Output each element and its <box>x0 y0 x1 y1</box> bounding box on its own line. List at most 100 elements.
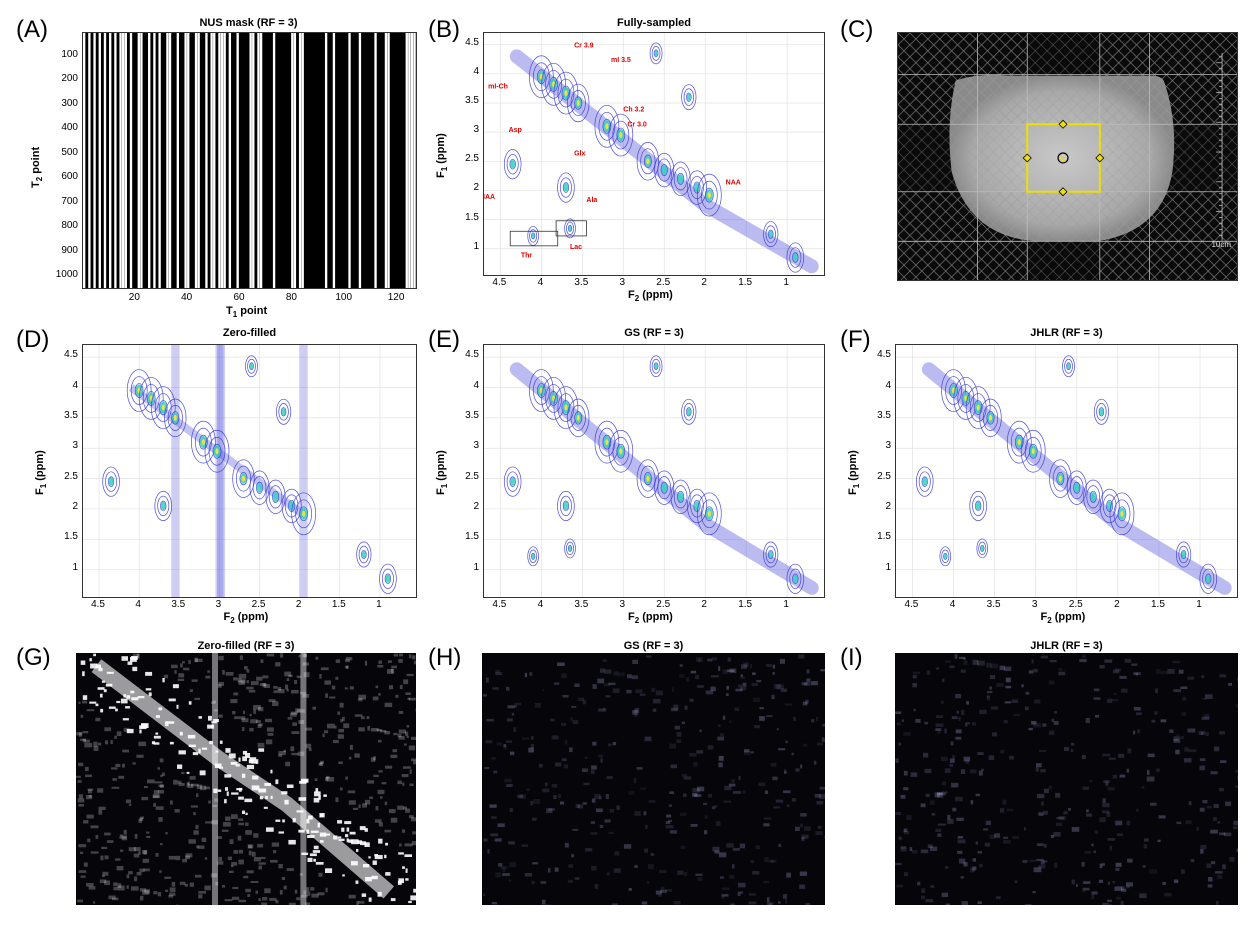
panel-label-g: (G) <box>16 644 51 671</box>
y-tick-label: 2.5 <box>465 470 479 482</box>
mask-sample-line <box>194 33 198 288</box>
x-tick-label: 3 <box>619 599 626 610</box>
x-tick-label: 1 <box>1196 599 1202 610</box>
y-tick-label: 4 <box>473 379 479 391</box>
y-tick-label: 100 <box>61 48 78 60</box>
mask-sample-line <box>137 33 140 288</box>
mri-localizer-image: 10cm <box>897 32 1238 281</box>
metabolite-label: Thr <box>521 253 533 260</box>
y-tick-label: 4.5 <box>877 349 891 361</box>
y-tick-label: 4 <box>473 65 479 77</box>
y-tick-label: 3 <box>473 124 479 136</box>
y-tick-label: 700 <box>61 195 78 207</box>
zero-filled-spectrum <box>82 344 417 598</box>
jhlr-spectrum <box>895 344 1238 598</box>
mask-sample-line <box>187 33 190 288</box>
mask-sample-line <box>301 33 304 288</box>
mask-sample-line <box>197 33 200 288</box>
mask-sample-line <box>119 33 122 288</box>
nus-mask-xlabel: T1 point <box>226 305 268 320</box>
y-tick-label: 4 <box>72 379 78 391</box>
mask-sample-line <box>348 33 351 288</box>
panel-label-b: (B) <box>428 16 460 43</box>
mask-sample-line <box>405 33 408 288</box>
fully-sampled-spectrum: Cr 3.9 mI 3.5 mI-Ch Ch 3.2 Cr 3.0 Asp Glx NAA NA… <box>483 32 825 276</box>
y-tick-label: 1.5 <box>465 211 479 223</box>
x-tick-label: 20 <box>128 292 140 303</box>
y-tick-label: 800 <box>61 220 78 231</box>
mask-sample-line <box>223 33 226 288</box>
nus-mask-plot <box>82 32 417 289</box>
x-tick-label: 2 <box>701 599 707 610</box>
mask-sample-line <box>168 33 172 288</box>
mask-sample-line <box>332 33 336 288</box>
x-tick-label: 40 <box>181 292 193 303</box>
mask-sample-line <box>129 33 133 288</box>
metabolite-label: mI 3.5 <box>611 57 631 64</box>
x-tick-label: 4.5 <box>904 599 919 610</box>
mask-sample-line <box>176 33 180 288</box>
x-tick-label: 2 <box>701 277 707 288</box>
x-tick-label: 1.5 <box>738 599 753 610</box>
metabolite-label: Ala <box>586 197 597 204</box>
x-tick-label: 3.5 <box>574 277 589 288</box>
mask-sample-line <box>408 33 411 288</box>
mask-sample-line <box>374 33 377 288</box>
y-tick-label: 1 <box>473 240 479 252</box>
metabolite-label: NAA <box>726 180 741 187</box>
spectrum-xlabel: F2 (ppm) <box>628 289 673 304</box>
x-tick-label: 1 <box>783 277 789 288</box>
zero-filled-error-map <box>76 653 416 905</box>
x-tick-label: 1 <box>783 599 789 610</box>
mask-sample-line <box>410 33 414 288</box>
x-tick-label: 4 <box>537 277 544 288</box>
mask-sample-line <box>291 33 294 288</box>
x-tick-label: 3.5 <box>986 599 1001 610</box>
mask-sample-line <box>257 33 260 288</box>
mask-sample-line <box>213 33 216 288</box>
metabolite-label: Cr 3.0 <box>627 121 647 128</box>
y-tick-label: 2.5 <box>877 470 891 482</box>
y-tick-label: 900 <box>61 244 78 256</box>
jhlr-error-map <box>895 653 1238 905</box>
x-tick-label: 4.5 <box>492 277 507 288</box>
x-tick-label: 4 <box>949 599 956 610</box>
y-tick-label: 2 <box>72 500 78 512</box>
metabolite-label: Cr 3.9 <box>574 43 594 50</box>
gs-error-title: GS (RF = 3) <box>623 640 684 652</box>
y-tick-label: 3.5 <box>64 409 78 421</box>
panel-label-h: (H) <box>428 644 462 671</box>
mask-sample-line <box>122 33 125 288</box>
mask-sample-line <box>252 33 255 288</box>
gs-title: GS (RF = 3) <box>624 327 684 339</box>
mask-sample-line <box>158 33 161 288</box>
x-tick-label: 3.5 <box>171 599 186 610</box>
y-tick-label: 300 <box>61 97 78 109</box>
fully-sampled-title: Fully-sampled <box>617 17 691 29</box>
x-tick-label: 1.5 <box>331 599 346 610</box>
mask-sample-line <box>236 33 239 288</box>
y-tick-label: 1.5 <box>465 531 479 543</box>
y-tick-label: 1.5 <box>64 531 78 543</box>
panel-label-i: (I) <box>840 644 863 671</box>
mask-sample-line <box>384 33 388 288</box>
y-tick-label: 3.5 <box>465 409 479 421</box>
zero-filled-error-title: Zero-filled (RF = 3) <box>197 640 295 652</box>
x-tick-label: 2 <box>1114 599 1120 610</box>
spectrum-xlabel: F2 (ppm) <box>1040 611 1086 626</box>
gs-error-map <box>482 653 825 905</box>
x-tick-label: 3 <box>1031 599 1038 610</box>
mask-sample-line <box>249 33 252 288</box>
y-tick-label: 3.5 <box>465 94 479 106</box>
y-tick-label: 400 <box>61 122 78 133</box>
y-tick-label: 3 <box>885 440 891 452</box>
y-tick-label: 2 <box>473 500 479 512</box>
x-tick-label: 120 <box>387 292 405 303</box>
y-tick-label: 500 <box>61 146 78 158</box>
x-tick-label: 1 <box>376 599 382 610</box>
x-tick-label: 1.5 <box>1150 599 1165 610</box>
mask-sample-line <box>413 33 416 288</box>
y-tick-label: 3 <box>72 440 78 452</box>
mask-sample-line <box>358 33 362 288</box>
y-tick-label: 1 <box>72 561 78 573</box>
